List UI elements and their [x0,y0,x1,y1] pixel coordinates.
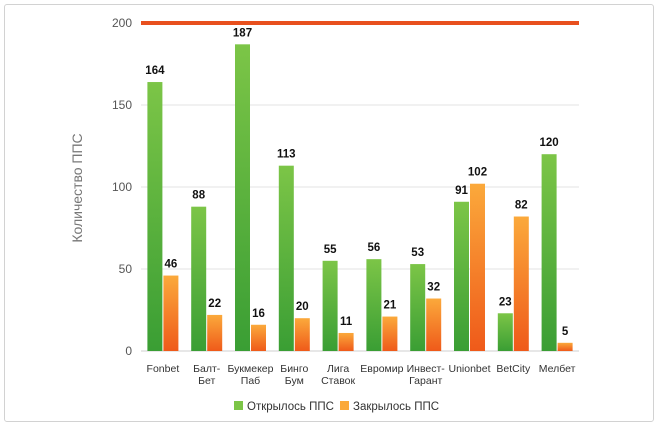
value-label-closed: 16 [252,308,265,320]
category-label: Бум [285,375,304,387]
bar-closed [426,298,442,351]
category-label: Бинго [280,363,308,375]
value-label-closed: 102 [468,167,487,179]
bar-closed [470,183,485,351]
bar-opened [278,165,294,351]
bar-opened [191,206,207,351]
bar-closed [207,314,223,351]
bar-opened [366,259,382,351]
legend-swatch-opened [234,401,243,410]
y-tick-labels: 0 50 100 150 200 [112,16,132,358]
y-tick-label: 100 [112,180,132,194]
category-label: Букмекер [228,363,274,375]
bar-opened [147,82,163,351]
value-label-closed: 22 [208,298,221,310]
bar-opened [235,44,250,351]
category-label: Паб [241,375,260,387]
value-label-opened: 187 [233,27,252,39]
bar-opened [410,264,426,351]
value-label-closed: 20 [296,301,309,313]
bar-closed [251,324,266,351]
category-label: Бет [198,375,215,387]
bars [147,44,573,351]
value-label-closed: 32 [427,282,440,294]
bar-closed [163,275,179,351]
legend-label-opened: Открылось ППС [247,401,334,413]
bar-closed [338,332,354,351]
value-label-opened: 120 [540,137,559,149]
bar-opened [454,201,469,351]
value-label-opened: 56 [368,242,381,254]
value-label-opened: 53 [411,247,424,259]
bar-closed [294,318,310,351]
value-label-closed: 21 [384,300,397,312]
value-label-opened: 91 [455,185,468,197]
category-label: Балт- [193,363,221,375]
category-label: Инвест- [407,363,446,375]
category-label: Евромир [360,363,403,375]
value-label-opened: 23 [499,296,512,308]
legend-label-closed: Закрылось ППС [353,401,439,413]
legend: Открылось ППС Закрылось ППС [234,401,439,413]
bar-closed [513,216,529,351]
y-tick-label: 150 [112,98,132,112]
legend-swatch-closed [340,401,349,410]
category-label: Fonbet [147,363,180,375]
value-label-closed: 82 [515,200,528,212]
value-label-closed: 46 [165,259,178,271]
category-label: Unionbet [448,363,490,375]
y-tick-label: 50 [119,262,133,276]
value-label-opened: 164 [145,65,165,77]
y-tick-label: 200 [112,16,132,30]
value-label-opened: 88 [192,190,205,202]
y-axis-label: Количество ППС [69,133,85,242]
bar-closed [382,316,398,351]
category-label: Мелбет [539,363,576,375]
value-label-closed: 5 [562,326,569,338]
bar-opened [322,260,338,351]
category-label: Лига [327,363,349,375]
category-label: Гарант [409,375,442,387]
category-label: BetCity [496,363,531,375]
category-label: Ставок [321,375,355,387]
bar-opened [497,313,513,351]
value-label-opened: 55 [324,244,337,256]
y-tick-label: 0 [125,344,132,358]
grid-lines [141,21,579,352]
value-label-closed: 11 [340,316,353,328]
value-label-opened: 113 [277,149,296,161]
bar-closed [557,342,573,351]
bar-opened [541,154,557,351]
